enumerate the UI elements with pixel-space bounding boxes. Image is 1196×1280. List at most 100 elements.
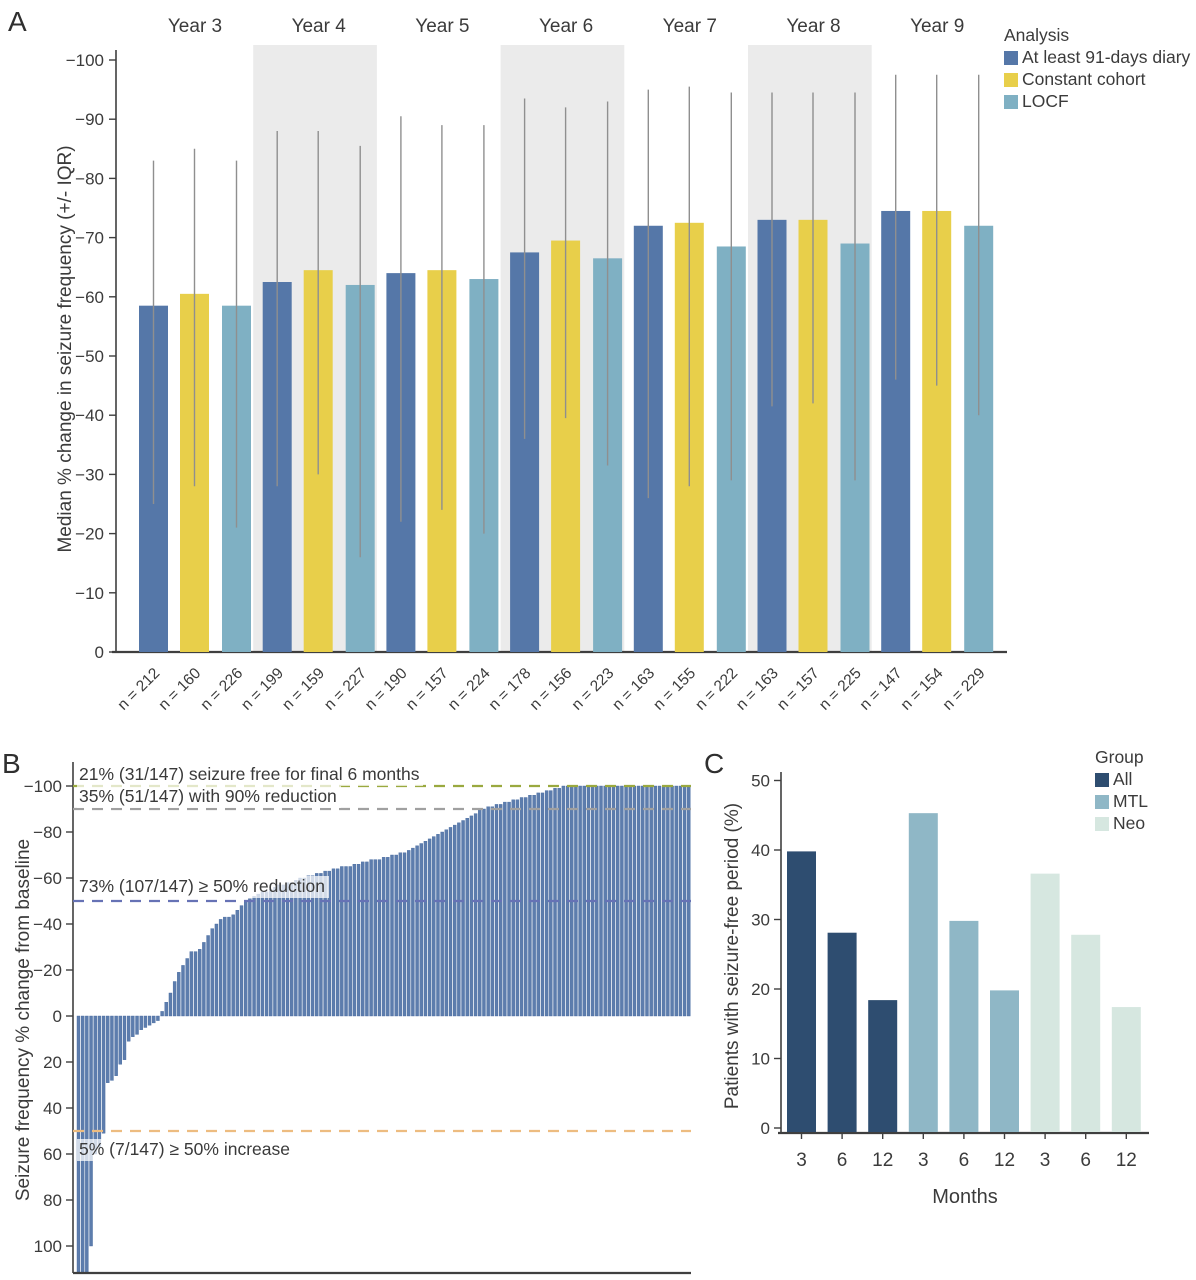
n-label: n = 163: [609, 665, 658, 714]
n-label: n = 157: [774, 665, 823, 714]
patient-bar: [252, 896, 256, 1017]
patient-bar: [507, 801, 511, 1017]
patient-bar: [402, 852, 407, 1017]
seizure-free-bar: [949, 920, 979, 1132]
y-tick-label: 20: [43, 1053, 62, 1072]
x-tick-label: 3: [796, 1150, 807, 1171]
legend-item-locf: LOCF: [1004, 91, 1190, 111]
patient-bar: [528, 795, 532, 1017]
mtl-swatch-icon: [1095, 794, 1109, 809]
legend-item-diary: At least 91-days diary: [1004, 47, 1191, 67]
patient-bar: [223, 916, 227, 1017]
patient-bar: [427, 838, 432, 1017]
patient-bar: [503, 801, 507, 1017]
seizure-free-bar: [990, 990, 1019, 1132]
panel-c-letter: C: [704, 748, 725, 779]
patient-bar: [340, 866, 344, 1017]
patient-bar: [465, 817, 469, 1017]
patient-bar: [114, 1015, 118, 1076]
seizure-free-bar: [827, 932, 857, 1132]
y-tick-label: −60: [75, 288, 104, 307]
patient-bar: [106, 1015, 110, 1083]
y-tick-label: −40: [75, 406, 104, 425]
patient-bar: [415, 845, 419, 1017]
patient-bar: [256, 893, 260, 1017]
patient-bar: [264, 891, 269, 1017]
patient-bar: [131, 1015, 135, 1037]
diary-swatch-icon: [1004, 50, 1018, 65]
patient-bar: [348, 866, 352, 1017]
n-label: n = 223: [569, 665, 618, 714]
x-tick-label: 12: [994, 1150, 1015, 1171]
n-label: n = 222: [692, 665, 741, 714]
patient-bar: [478, 808, 482, 1017]
annotation-90pct-reduction: 35% (51/147) with 90% reduction: [77, 786, 341, 808]
n-label: n = 159: [279, 665, 328, 714]
n-label: n = 224: [445, 665, 494, 714]
constant-cohort-swatch-icon: [1004, 72, 1018, 87]
patient-bar: [432, 836, 436, 1017]
patient-bar: [616, 785, 620, 1017]
patient-bar: [239, 905, 244, 1017]
y-tick-label: 60: [43, 1145, 62, 1164]
n-label: n = 155: [650, 665, 699, 714]
patient-bar: [168, 992, 173, 1017]
legend-analysis-title: Analysis: [1004, 25, 1070, 45]
seizure-free-bar: [1071, 934, 1101, 1132]
y-tick-label: 20: [751, 980, 770, 999]
patient-bar: [524, 797, 528, 1017]
seizure-free-bar: [908, 813, 938, 1132]
n-label: n = 212: [114, 665, 163, 714]
patient-bar: [156, 1015, 160, 1021]
n-label: n = 163: [733, 665, 782, 714]
annotation-50pct-increase: 5% (7/147) ≥ 50% increase: [77, 1139, 294, 1161]
y-tick-label: −60: [33, 869, 62, 888]
patient-bar: [97, 1015, 102, 1148]
patient-bar: [189, 951, 194, 1017]
patient-bar: [193, 951, 198, 1017]
patient-bar: [269, 889, 273, 1017]
panel-c-ylabel: Patients with seizure-free period (%): [722, 802, 743, 1110]
patient-bar: [436, 834, 440, 1017]
patient-bar: [277, 884, 281, 1017]
patient-bar: [181, 965, 185, 1017]
patient-bar: [206, 935, 210, 1017]
patient-bar: [218, 919, 223, 1017]
x-tick-label: 6: [1080, 1150, 1091, 1171]
patient-bar: [457, 822, 461, 1017]
patient-bar: [419, 843, 423, 1017]
year-label: Year 7: [663, 16, 717, 37]
patient-bar: [260, 891, 265, 1017]
x-tick-label: 3: [918, 1150, 929, 1171]
patient-bar: [139, 1015, 143, 1031]
n-label: n = 147: [857, 665, 906, 714]
legend-group-title: Group: [1095, 747, 1144, 767]
patient-bar: [177, 972, 181, 1017]
patient-bar: [373, 859, 377, 1017]
patient-bar: [444, 829, 449, 1017]
patient-bar: [93, 1015, 97, 1155]
patient-bar: [243, 900, 248, 1017]
patient-bar: [361, 861, 365, 1017]
patient-bar: [636, 785, 641, 1017]
patient-bar: [135, 1015, 139, 1035]
patient-bar: [620, 785, 624, 1017]
patient-bar: [289, 882, 294, 1017]
x-tick-label: 6: [959, 1150, 970, 1171]
legend-item-constant-cohort: Constant cohort: [1004, 69, 1190, 89]
patient-bar: [185, 958, 189, 1017]
patient-bar: [411, 847, 415, 1017]
legend-label: At least 91-days diary: [1022, 47, 1191, 67]
legend-item-neo: Neo: [1095, 813, 1148, 833]
y-tick-label: −40: [33, 915, 62, 934]
patient-bar: [281, 884, 286, 1017]
patient-bar: [536, 792, 540, 1017]
patient-bar: [294, 880, 298, 1017]
panel-b-letter: B: [2, 748, 21, 779]
n-label: n = 154: [898, 665, 947, 714]
n-label: n = 157: [403, 665, 452, 714]
year-label: Year 3: [168, 16, 222, 37]
patient-bar: [377, 859, 382, 1017]
patient-bar: [490, 806, 495, 1017]
patient-bar: [365, 861, 369, 1017]
